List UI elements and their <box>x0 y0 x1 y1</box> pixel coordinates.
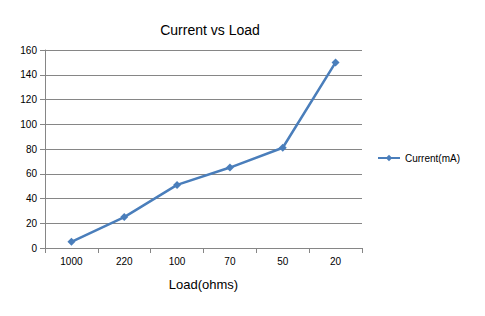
svg-text:50: 50 <box>277 256 289 267</box>
svg-text:20: 20 <box>26 218 38 229</box>
svg-text:1000: 1000 <box>60 256 83 267</box>
svg-text:100: 100 <box>20 119 37 130</box>
svg-text:70: 70 <box>224 256 236 267</box>
svg-text:Current(mA): Current(mA) <box>405 153 460 164</box>
svg-text:60: 60 <box>26 168 38 179</box>
svg-text:140: 140 <box>20 69 37 80</box>
svg-text:Current vs Load: Current vs Load <box>160 22 260 38</box>
svg-text:40: 40 <box>26 193 38 204</box>
svg-text:120: 120 <box>20 94 37 105</box>
svg-text:0: 0 <box>31 243 37 254</box>
svg-text:160: 160 <box>20 45 37 56</box>
svg-text:220: 220 <box>116 256 133 267</box>
svg-text:100: 100 <box>169 256 186 267</box>
svg-text:20: 20 <box>330 256 342 267</box>
svg-text:Load(ohms): Load(ohms) <box>169 277 238 292</box>
svg-text:80: 80 <box>26 144 38 155</box>
